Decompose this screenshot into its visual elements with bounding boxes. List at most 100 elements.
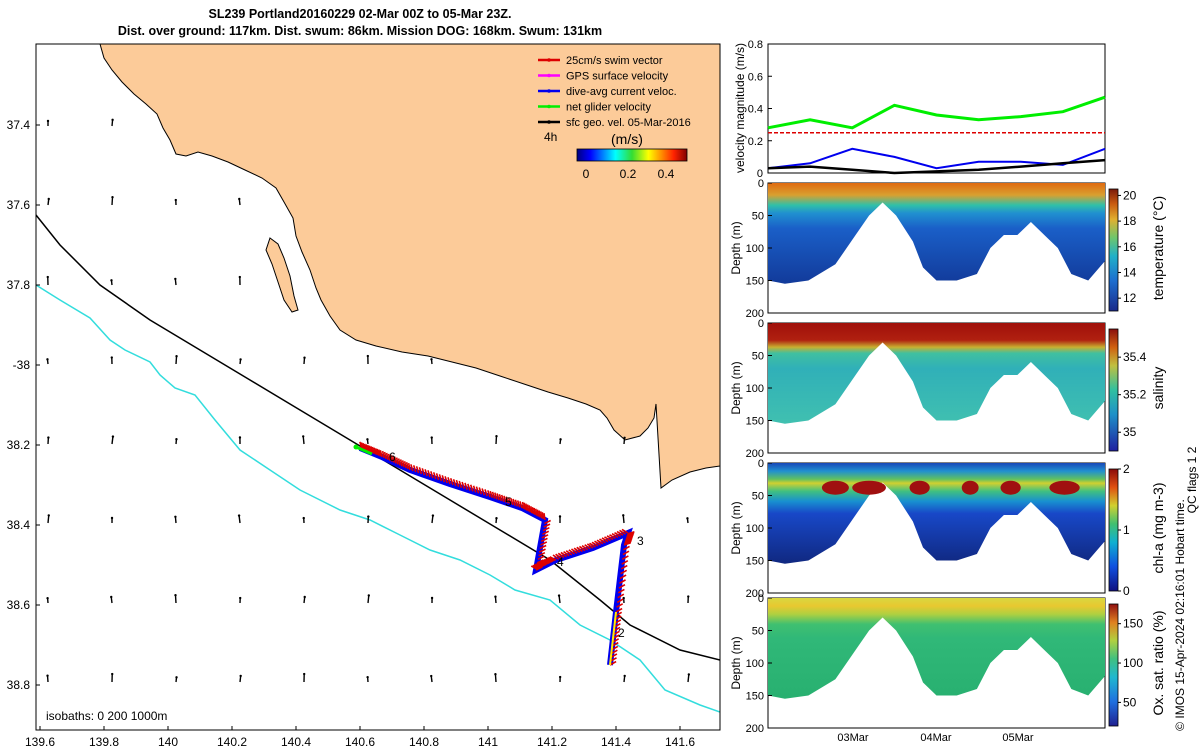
swim-vector (621, 560, 629, 565)
geo-arrow-head (174, 515, 177, 519)
swim-vector (560, 551, 568, 558)
vel-ytick-label: 0.4 (748, 104, 763, 116)
swim-vector (547, 556, 555, 562)
geo-arrow-head (623, 674, 626, 678)
swim-vector (447, 477, 451, 485)
map-frame (35, 43, 721, 731)
geo-arrow (687, 674, 690, 683)
depth-tick-label: 0 (758, 318, 764, 330)
depth-tick-label: 200 (746, 448, 764, 460)
swim-vector (540, 537, 548, 543)
depth-tick-label: 100 (746, 243, 764, 255)
track-start-segment (609, 611, 617, 666)
swim-vector (521, 501, 525, 509)
geo-arrow-head (174, 593, 177, 597)
swim-vector (528, 505, 532, 513)
colorbar-tick-label: 12 (1123, 291, 1137, 305)
swim-vector (604, 536, 611, 542)
geo-arrow-head (238, 197, 241, 201)
swim-vector (620, 569, 628, 575)
swim-vector (576, 546, 583, 553)
swim-vector (514, 499, 519, 507)
swim-vector (395, 457, 399, 465)
isobath-1000m (36, 284, 720, 713)
qc-flags-label: QC flags 1 2 (1185, 446, 1199, 513)
depth-ylabel: Depth (m) (729, 501, 743, 554)
section-oxygen: 0 50 100 150 200 Depth (m) 50 100 150 Ox. sat. ra… (729, 593, 1166, 735)
colorbar-tick-label: 50 (1123, 695, 1137, 709)
swim-vector (532, 564, 540, 570)
geo-arrow-head (430, 674, 433, 678)
geo-arrow-head (111, 195, 114, 199)
track-day-label: 3 (637, 534, 644, 548)
time-tick-04mar: 04Mar (920, 732, 952, 744)
geo-arrow-head (559, 438, 562, 441)
geo-arrow-head (46, 596, 49, 600)
geo-arrow-head (111, 118, 114, 122)
swim-vector (622, 550, 630, 556)
swim-vector (543, 512, 546, 521)
geo-arrow-head (111, 435, 115, 438)
swim-vector (498, 494, 503, 502)
depth-tick-label: 150 (746, 691, 764, 703)
swim-vector (455, 479, 460, 488)
swim-vector (444, 476, 448, 484)
swim-vector (467, 483, 471, 491)
swim-vector (458, 480, 463, 488)
map-xtick-label: 141.2 (537, 735, 567, 749)
geo-arrow-head (302, 516, 305, 520)
island-polygon (265, 237, 299, 313)
swim-vector (370, 446, 374, 454)
geo-arrow-head (494, 673, 497, 676)
swim-vector (542, 526, 550, 532)
swim-vector (427, 470, 431, 478)
legend-label: GPS surface velocity (566, 71, 669, 83)
geo-arrow-head (687, 595, 690, 598)
swim-vector (359, 441, 363, 449)
section-colorbar-label: temperature (°C) (1150, 196, 1166, 300)
section-field (768, 463, 1105, 564)
legend-label: 25cm/s swim vector (566, 55, 663, 67)
vel-ytick-label: 0.8 (748, 39, 763, 51)
swim-vector (549, 556, 557, 561)
swim-vector (438, 474, 443, 482)
geo-arrow-head (366, 354, 370, 358)
swim-vector (478, 487, 483, 495)
colorbar-tick-label: 1 (1123, 523, 1130, 537)
swim-vector (374, 448, 379, 456)
geo-arrow-head (558, 675, 562, 679)
swim-vector (387, 453, 391, 461)
swim-vector (617, 593, 625, 599)
legend-marker (547, 120, 551, 124)
section-field (768, 183, 1105, 284)
depth-tick-label: 100 (746, 523, 764, 535)
time-tick-03mar: 03Mar (837, 732, 869, 744)
geo-arrow-head (175, 355, 178, 358)
swim-vector (620, 564, 628, 570)
swim-vector (366, 444, 371, 453)
swim-vector (484, 489, 488, 497)
swim-vector (621, 555, 629, 561)
legend-marker (547, 58, 551, 62)
depth-tick-label: 50 (752, 211, 764, 223)
swim-vector (539, 544, 547, 550)
map-ytick-label: -38 (13, 358, 31, 372)
swim-vector (563, 550, 570, 557)
geo-arrow-head (686, 517, 689, 520)
legend-marker (547, 104, 551, 109)
credit-label: © IMOS 15-Apr-2024 02:16:01 Hobart time. (1173, 499, 1187, 731)
swim-vector (540, 560, 548, 565)
colorbar-tick-label: 2 (1123, 462, 1130, 476)
swim-vector (407, 462, 411, 471)
colorbar-tick-label: 35.2 (1123, 388, 1147, 402)
geostrophic-velocity-arrows (46, 118, 691, 683)
geo-arrow-head (622, 514, 625, 517)
swim-vector (571, 548, 578, 554)
swim-vector (627, 530, 635, 535)
vel-ytick-label: 0 (757, 168, 763, 180)
geo-arrow-head (174, 198, 177, 202)
legend-marker (547, 73, 551, 78)
geo-arrow-head (237, 514, 241, 517)
swim-vector (601, 537, 609, 543)
swim-vector (389, 454, 393, 462)
